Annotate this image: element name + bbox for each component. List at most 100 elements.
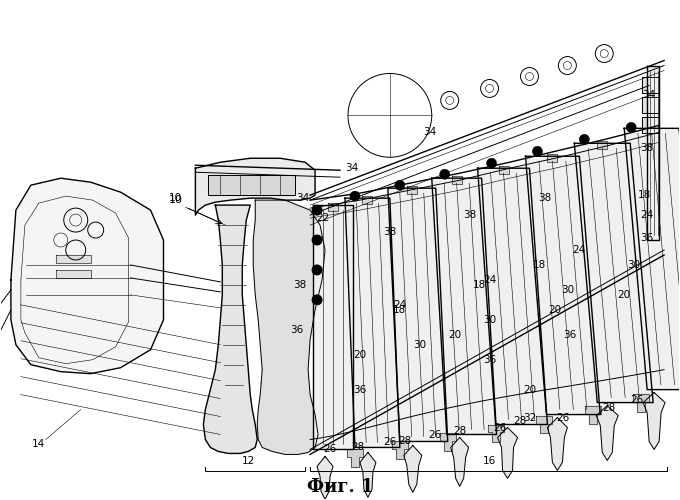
Text: 10: 10 bbox=[169, 193, 182, 203]
Polygon shape bbox=[643, 392, 665, 450]
Text: 30: 30 bbox=[561, 285, 574, 295]
Polygon shape bbox=[313, 205, 353, 450]
Text: 36: 36 bbox=[354, 384, 367, 394]
Polygon shape bbox=[624, 128, 680, 390]
Text: 16: 16 bbox=[483, 456, 496, 466]
Circle shape bbox=[440, 169, 449, 179]
Circle shape bbox=[532, 146, 543, 156]
Polygon shape bbox=[317, 456, 333, 500]
Polygon shape bbox=[452, 176, 462, 184]
Polygon shape bbox=[440, 434, 456, 452]
Polygon shape bbox=[347, 450, 363, 468]
Polygon shape bbox=[56, 270, 90, 278]
Text: 18: 18 bbox=[638, 190, 651, 200]
Polygon shape bbox=[56, 255, 90, 263]
Polygon shape bbox=[362, 196, 372, 204]
Circle shape bbox=[626, 122, 636, 132]
Text: 28: 28 bbox=[602, 402, 616, 412]
Text: 20: 20 bbox=[617, 290, 631, 300]
Text: 38: 38 bbox=[384, 227, 396, 237]
Text: 20: 20 bbox=[523, 384, 536, 394]
Text: 14: 14 bbox=[32, 440, 46, 450]
Circle shape bbox=[312, 295, 322, 305]
Polygon shape bbox=[451, 438, 469, 486]
Polygon shape bbox=[392, 442, 408, 460]
Polygon shape bbox=[345, 198, 400, 448]
Circle shape bbox=[312, 235, 322, 245]
Text: 24: 24 bbox=[483, 275, 496, 285]
Text: 20: 20 bbox=[448, 330, 461, 340]
Polygon shape bbox=[328, 203, 338, 211]
Polygon shape bbox=[404, 446, 422, 492]
Text: 28: 28 bbox=[398, 436, 411, 446]
Polygon shape bbox=[642, 118, 659, 134]
Text: 38: 38 bbox=[463, 210, 476, 220]
Polygon shape bbox=[537, 416, 552, 434]
Text: 30: 30 bbox=[628, 260, 641, 270]
Polygon shape bbox=[477, 168, 547, 424]
Polygon shape bbox=[11, 178, 163, 374]
Polygon shape bbox=[597, 142, 607, 150]
Text: Фиг. 1: Фиг. 1 bbox=[307, 478, 373, 496]
Polygon shape bbox=[498, 428, 517, 478]
Text: 30: 30 bbox=[413, 340, 426, 349]
Text: 12: 12 bbox=[241, 456, 255, 466]
Polygon shape bbox=[360, 452, 376, 498]
Text: 38: 38 bbox=[294, 280, 307, 290]
Polygon shape bbox=[432, 178, 496, 434]
Text: 26: 26 bbox=[384, 438, 396, 448]
Circle shape bbox=[395, 180, 405, 190]
Text: 32: 32 bbox=[523, 412, 536, 422]
Text: 34: 34 bbox=[345, 163, 358, 173]
Text: 26: 26 bbox=[556, 412, 569, 422]
Polygon shape bbox=[203, 205, 257, 454]
Polygon shape bbox=[208, 175, 295, 195]
Text: 26: 26 bbox=[493, 422, 506, 432]
Polygon shape bbox=[407, 186, 417, 194]
Polygon shape bbox=[526, 156, 600, 414]
Polygon shape bbox=[498, 166, 509, 174]
Text: 34: 34 bbox=[643, 90, 656, 101]
Text: 28: 28 bbox=[453, 426, 466, 436]
Text: 26: 26 bbox=[428, 430, 441, 440]
Polygon shape bbox=[642, 98, 659, 114]
Polygon shape bbox=[647, 66, 659, 240]
Polygon shape bbox=[575, 144, 653, 402]
Text: 36: 36 bbox=[290, 325, 304, 335]
Polygon shape bbox=[195, 158, 315, 215]
Polygon shape bbox=[642, 78, 659, 94]
Text: 24: 24 bbox=[393, 300, 407, 310]
Polygon shape bbox=[488, 424, 504, 442]
Circle shape bbox=[312, 205, 322, 215]
Polygon shape bbox=[585, 406, 601, 423]
Text: 34: 34 bbox=[423, 128, 437, 138]
Text: 26: 26 bbox=[324, 444, 337, 454]
Text: 10: 10 bbox=[169, 195, 182, 205]
Circle shape bbox=[579, 134, 590, 144]
Text: 28: 28 bbox=[513, 416, 526, 426]
Polygon shape bbox=[253, 200, 325, 454]
Circle shape bbox=[312, 265, 322, 275]
Polygon shape bbox=[388, 188, 447, 442]
Polygon shape bbox=[596, 406, 618, 460]
Text: 22: 22 bbox=[316, 213, 330, 223]
Text: 24: 24 bbox=[641, 210, 653, 220]
Text: 38: 38 bbox=[641, 144, 653, 154]
Polygon shape bbox=[633, 394, 649, 411]
Text: 38: 38 bbox=[538, 193, 551, 203]
Polygon shape bbox=[547, 154, 558, 162]
Text: 18: 18 bbox=[473, 280, 486, 290]
Text: 34: 34 bbox=[296, 193, 309, 203]
Text: 30: 30 bbox=[483, 315, 496, 325]
Text: 18: 18 bbox=[393, 305, 407, 315]
Text: 26: 26 bbox=[630, 394, 644, 404]
Polygon shape bbox=[547, 418, 567, 470]
Circle shape bbox=[487, 158, 496, 168]
Text: 36: 36 bbox=[563, 330, 576, 340]
Text: 20: 20 bbox=[548, 305, 561, 315]
Text: 36: 36 bbox=[483, 354, 496, 364]
Text: 28: 28 bbox=[352, 442, 364, 452]
Text: 20: 20 bbox=[354, 350, 367, 360]
Text: 18: 18 bbox=[533, 260, 546, 270]
Text: 36: 36 bbox=[641, 233, 653, 243]
